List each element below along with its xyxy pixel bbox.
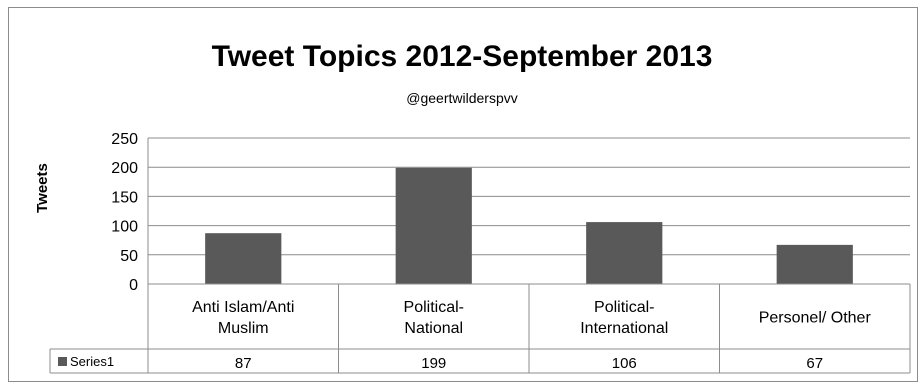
bar — [586, 222, 663, 284]
chart-title: Tweet Topics 2012-September 2013 — [211, 40, 713, 73]
x-category-label: Muslim — [218, 320, 269, 337]
x-category-label: National — [404, 320, 463, 337]
y-tick-label: 100 — [111, 219, 138, 236]
x-category-label: Anti Islam/Anti — [192, 299, 294, 316]
data-table-value: 87 — [235, 355, 252, 372]
legend-key — [58, 357, 67, 366]
y-tick-label: 250 — [111, 131, 138, 148]
y-tick-label: 50 — [120, 248, 138, 265]
legend-series-name: Series1 — [70, 354, 114, 369]
x-category-label: Personel/ Other — [759, 310, 872, 327]
data-table-value: 67 — [806, 355, 823, 372]
x-category-label: Political- — [594, 299, 654, 316]
data-table-value: 199 — [421, 355, 446, 372]
bar — [776, 244, 853, 284]
x-category-label: International — [580, 320, 668, 337]
x-category-label: Political- — [404, 299, 464, 316]
bar — [205, 233, 282, 284]
data-table-value: 106 — [612, 355, 637, 372]
chart-subtitle: @geertwilderspvv — [406, 90, 518, 106]
y-tick-label: 0 — [129, 277, 138, 294]
bar — [395, 167, 472, 284]
y-tick-label: 150 — [111, 189, 138, 206]
y-tick-label: 200 — [111, 160, 138, 177]
